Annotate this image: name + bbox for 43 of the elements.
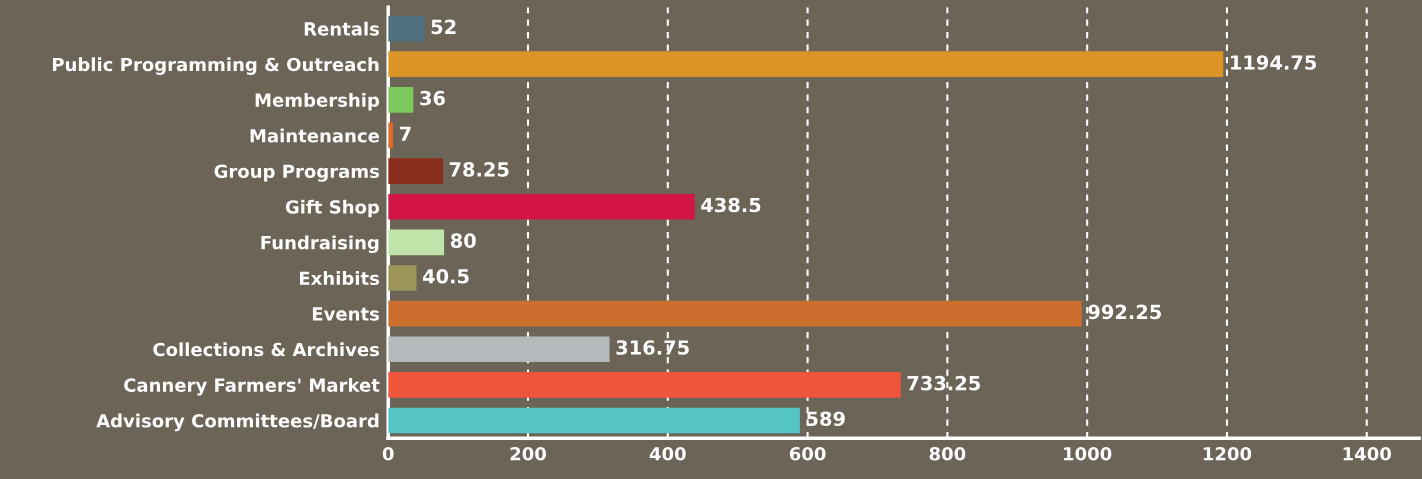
y-tick-label: Public Programming & Outreach: [52, 57, 379, 75]
bar: [388, 86, 414, 113]
data-label: 316.75: [616, 340, 689, 355]
bar: [388, 336, 610, 363]
data-label: 36: [420, 90, 445, 106]
data-label: 438.5: [701, 197, 761, 213]
x-tick-label: 0: [382, 446, 394, 461]
x-tick-label: 1400: [1343, 446, 1391, 461]
bar: [388, 300, 1082, 327]
data-label: 589: [806, 411, 845, 427]
y-tick-label: Rentals: [304, 21, 380, 36]
y-tick-label: Maintenance: [250, 128, 379, 143]
x-tick-label: 600: [789, 446, 826, 461]
data-label: 78.25: [449, 162, 509, 177]
y-tick-label: Exhibits: [300, 271, 380, 286]
bar: [388, 158, 443, 184]
bar: [388, 265, 417, 291]
y-tick-label: Events: [312, 307, 380, 321]
data-label: 40.5: [422, 268, 469, 284]
data-label: 52: [431, 19, 456, 35]
bar: [388, 15, 425, 42]
y-tick-label: Fundraising: [261, 235, 379, 254]
x-tick-label: 1200: [1203, 446, 1252, 461]
x-tick-label: 200: [510, 446, 546, 461]
bar: [388, 193, 695, 220]
y-tick-label: Collections & Archives: [153, 342, 380, 357]
data-label: 733.25: [907, 375, 980, 391]
y-tick-label: Group Programs: [214, 164, 380, 182]
data-label: 1194.75: [1231, 55, 1317, 70]
y-tick-label: Membership: [255, 92, 380, 111]
data-label: 7: [399, 126, 411, 141]
bar: [388, 51, 1224, 78]
x-tick-label: 400: [649, 446, 686, 461]
y-tick-label: Gift Shop: [285, 199, 380, 218]
y-tick-label: Cannery Farmers' Market: [124, 377, 380, 396]
y-tick-label: Advisory Committees/Board: [96, 413, 379, 432]
bar: [388, 407, 800, 434]
data-label: 992.25: [1088, 304, 1161, 320]
x-tick-label: 800: [929, 446, 966, 461]
bar: [388, 229, 445, 256]
x-tick-label: 1000: [1064, 446, 1112, 461]
bar: [388, 372, 901, 398]
data-label: 80: [450, 233, 476, 248]
